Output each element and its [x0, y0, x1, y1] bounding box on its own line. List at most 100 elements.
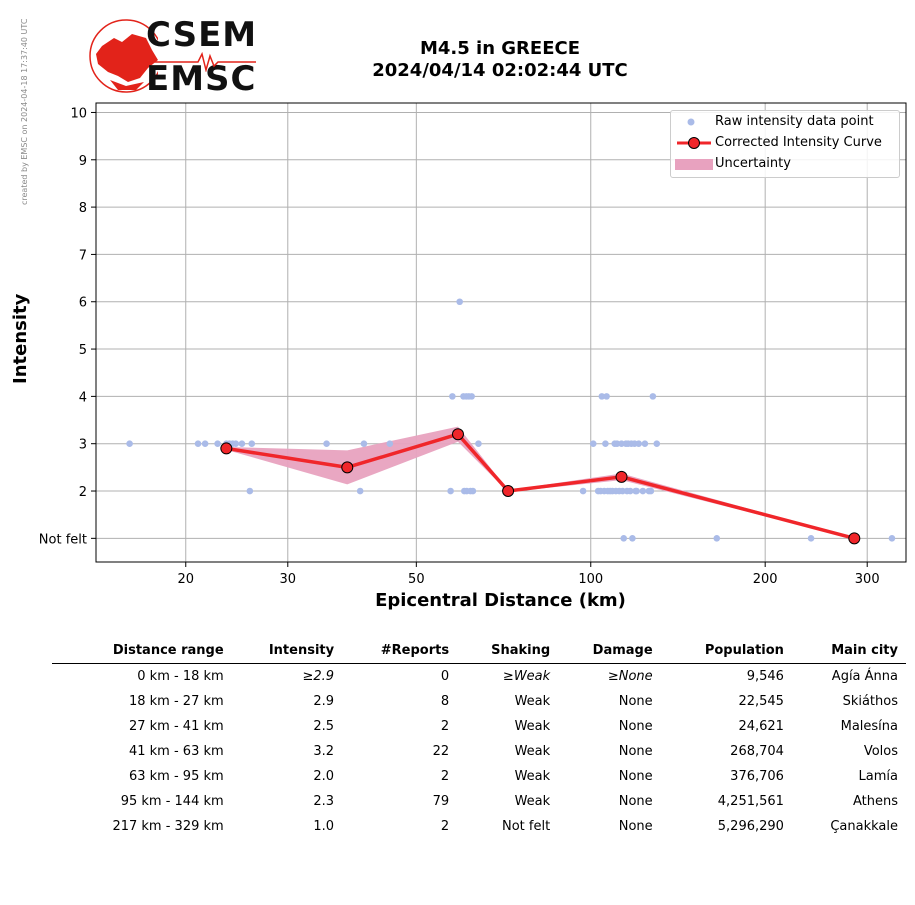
raw-data-point [449, 393, 456, 400]
cell-shaking: ≥Weak [502, 669, 551, 684]
corrected-curve-point [220, 442, 233, 455]
x-tick-label: 100 [578, 572, 603, 587]
x-axis-label: Epicentral Distance (km) [375, 590, 626, 611]
table-row: 63 km - 95 km 2.0 2 Weak None 376,706 La… [52, 764, 906, 789]
cell-damage: ≥None [607, 669, 653, 684]
cell-damage: None [618, 769, 653, 784]
chart-title-line2: 2024/04/14 02:02:44 UTC [372, 60, 628, 81]
cell-intensity: 1.0 [313, 819, 335, 834]
raw-data-point [214, 440, 221, 448]
cell-city: Volos [863, 744, 898, 759]
raw-points-layer [126, 298, 896, 542]
y-tick-label: 2 [79, 485, 87, 500]
raw-data-point [807, 535, 815, 542]
x-tick-label: 30 [280, 572, 297, 587]
cell-intensity: 2.0 [313, 769, 335, 784]
raw-data-point [620, 535, 628, 542]
corrected-curve-line [226, 432, 855, 541]
raw-data-point [194, 440, 202, 448]
cell-damage: None [618, 794, 653, 809]
raw-data-point [232, 440, 240, 448]
cell-distance: 27 km - 41 km [128, 719, 224, 734]
corrected-curve-point [615, 470, 628, 483]
cell-population: 9,546 [746, 669, 784, 684]
raw-data-point [456, 298, 463, 306]
y-tick-label: 10 [70, 106, 87, 121]
raw-data-point [713, 535, 721, 542]
logo-text-emsc: EMSC [146, 59, 257, 99]
cell-city: Lamía [858, 769, 898, 784]
seismogram-icon [146, 52, 256, 72]
col-reports: #Reports [342, 640, 458, 664]
cell-reports: 2 [440, 719, 450, 734]
corrected-curve-point [848, 532, 861, 545]
cell-population: 4,251,561 [717, 794, 784, 809]
cell-reports: 22 [432, 744, 450, 759]
cell-intensity: ≥2.9 [302, 669, 335, 684]
y-tick-label: 9 [79, 154, 87, 169]
raw-data-point [602, 440, 609, 448]
raw-data-point [447, 487, 454, 495]
raw-data-point [649, 393, 657, 400]
legend-uncertainty-swatch-icon [675, 159, 713, 170]
cell-shaking: Weak [514, 769, 551, 784]
cell-damage: None [618, 744, 653, 759]
x-tick-label: 50 [408, 572, 425, 587]
cell-reports: 0 [440, 669, 450, 684]
col-main-city: Main city [791, 640, 906, 664]
corrected-curve-layer [220, 428, 861, 545]
raw-data-point [323, 440, 330, 448]
corrected-curve-point [451, 428, 464, 441]
cell-intensity: 2.9 [313, 694, 335, 709]
raw-data-point [469, 487, 477, 495]
raw-data-point [126, 440, 133, 448]
raw-data-point [201, 440, 209, 448]
uncertainty-band [226, 426, 855, 539]
x-tick-label: 20 [177, 572, 194, 587]
uncertainty-band-layer [226, 426, 855, 539]
raw-data-point [641, 440, 649, 448]
cell-reports: 2 [440, 769, 450, 784]
legend-raw-marker-icon [687, 118, 695, 126]
raw-data-point [629, 535, 636, 542]
raw-data-point [356, 487, 364, 495]
table-header-row: Distance range Intensity #Reports Shakin… [52, 640, 906, 664]
cell-city: Skiáthos [842, 694, 898, 709]
cell-distance: 41 km - 63 km [128, 744, 224, 759]
cell-distance: 18 km - 27 km [128, 694, 224, 709]
legend-label-uncertainty: Uncertainty [715, 156, 791, 171]
raw-data-point [647, 487, 655, 495]
axis-ticks: 20 30 50 100 200 300 Not felt 2 3 4 5 6 7 8 9 10 [39, 106, 880, 587]
y-tick-label: 3 [79, 438, 87, 453]
col-shaking: Shaking [457, 640, 559, 664]
legend-label-raw: Raw intensity data point [715, 114, 874, 129]
logo-text-csem: CSEM [146, 15, 258, 55]
cell-population: 5,296,290 [717, 819, 784, 834]
legend-item-uncertainty: Uncertainty [671, 154, 899, 174]
col-distance-range: Distance range [52, 640, 232, 664]
cell-population: 22,545 [738, 694, 784, 709]
table-row: 0 km - 18 km ≥2.9 0 ≥Weak ≥None 9,546 Ag… [52, 664, 906, 690]
raw-data-point [603, 393, 610, 400]
cell-shaking: Weak [514, 719, 551, 734]
raw-data-point [360, 440, 368, 448]
corrected-curve-point [341, 461, 354, 474]
corrected-curve-point [502, 485, 515, 498]
cell-damage: None [618, 719, 653, 734]
raw-data-point [246, 487, 254, 495]
raw-data-point [589, 440, 597, 448]
legend-item-raw: Raw intensity data point [671, 112, 899, 132]
table-row: 18 km - 27 km 2.9 8 Weak None 22,545 Ski… [52, 689, 906, 714]
y-tick-label: 6 [79, 296, 87, 311]
raw-data-point [626, 487, 634, 495]
col-intensity: Intensity [231, 640, 343, 664]
cell-city: Malesína [840, 719, 898, 734]
cell-shaking: Not felt [501, 819, 551, 834]
y-tick-label: 4 [79, 390, 87, 405]
cell-damage: None [618, 819, 653, 834]
col-damage: Damage [558, 640, 661, 664]
raw-data-point [468, 393, 475, 400]
raw-data-point [475, 440, 482, 448]
cell-distance: 217 km - 329 km [112, 819, 224, 834]
legend-item-curve: Corrected Intensity Curve [671, 133, 899, 153]
